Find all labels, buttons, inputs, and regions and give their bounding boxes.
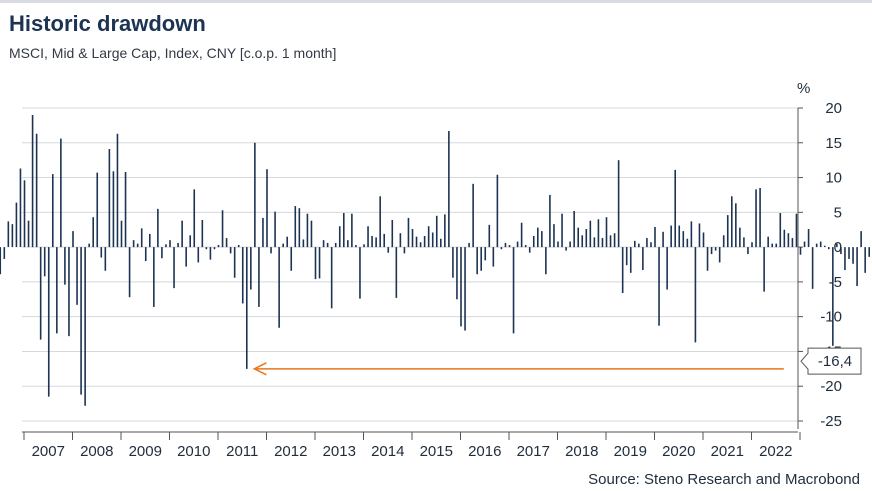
x-tick-label: 2012 [274,443,307,460]
x-tick-label: 2009 [129,443,162,460]
y-tick-label: 20 [825,100,842,117]
y-tick-label: 10 [825,170,842,187]
y-tick-label: -10 [820,309,842,326]
x-tick-label: 2020 [662,443,695,460]
annotations: -16,4 [252,347,862,376]
x-tick-label: 2018 [565,443,598,460]
x-axis: 2007 2008 2009 2010 2011 2012 2013 2014 2015 2016… [22,431,801,460]
y-tick-label: 15 [825,135,842,152]
y-tick-label: -5 [829,274,842,291]
x-tick-label: 2007 [32,443,65,460]
x-tick-label: 2011 [226,443,258,460]
value-callout-label: -16,4 [818,353,852,370]
y-tick-label: -20 [820,378,842,395]
gridlines [22,107,798,422]
x-tick-label: 2015 [420,443,453,460]
y-tick-label: -25 [820,413,842,430]
x-tick-label: 2019 [614,443,647,460]
x-tick-label: 2022 [759,443,792,460]
source-note: Source: Steno Research and Macrobond [588,471,860,488]
x-tick-label: 2013 [323,443,356,460]
y-tick-label: 5 [834,204,842,221]
y-tick-label: 0 [834,239,842,256]
x-tick-label: 2021 [711,443,744,460]
chart-title: Historic drawdown [9,11,206,36]
value-callout-box [800,347,862,375]
top-border-line [0,0,872,3]
x-tick-label: 2016 [468,443,501,460]
x-tick-label: 2008 [80,443,113,460]
y-axis-unit-label: % [797,80,810,97]
x-tick-label: 2010 [177,443,210,460]
x-tick-label: 2014 [371,443,404,460]
chart-subtitle: MSCI, Mid & Large Cap, Index, CNY [c.o.p… [9,45,337,61]
bar-series [0,114,871,406]
arrow-head [252,362,267,376]
x-tick-label: 2017 [517,443,550,460]
